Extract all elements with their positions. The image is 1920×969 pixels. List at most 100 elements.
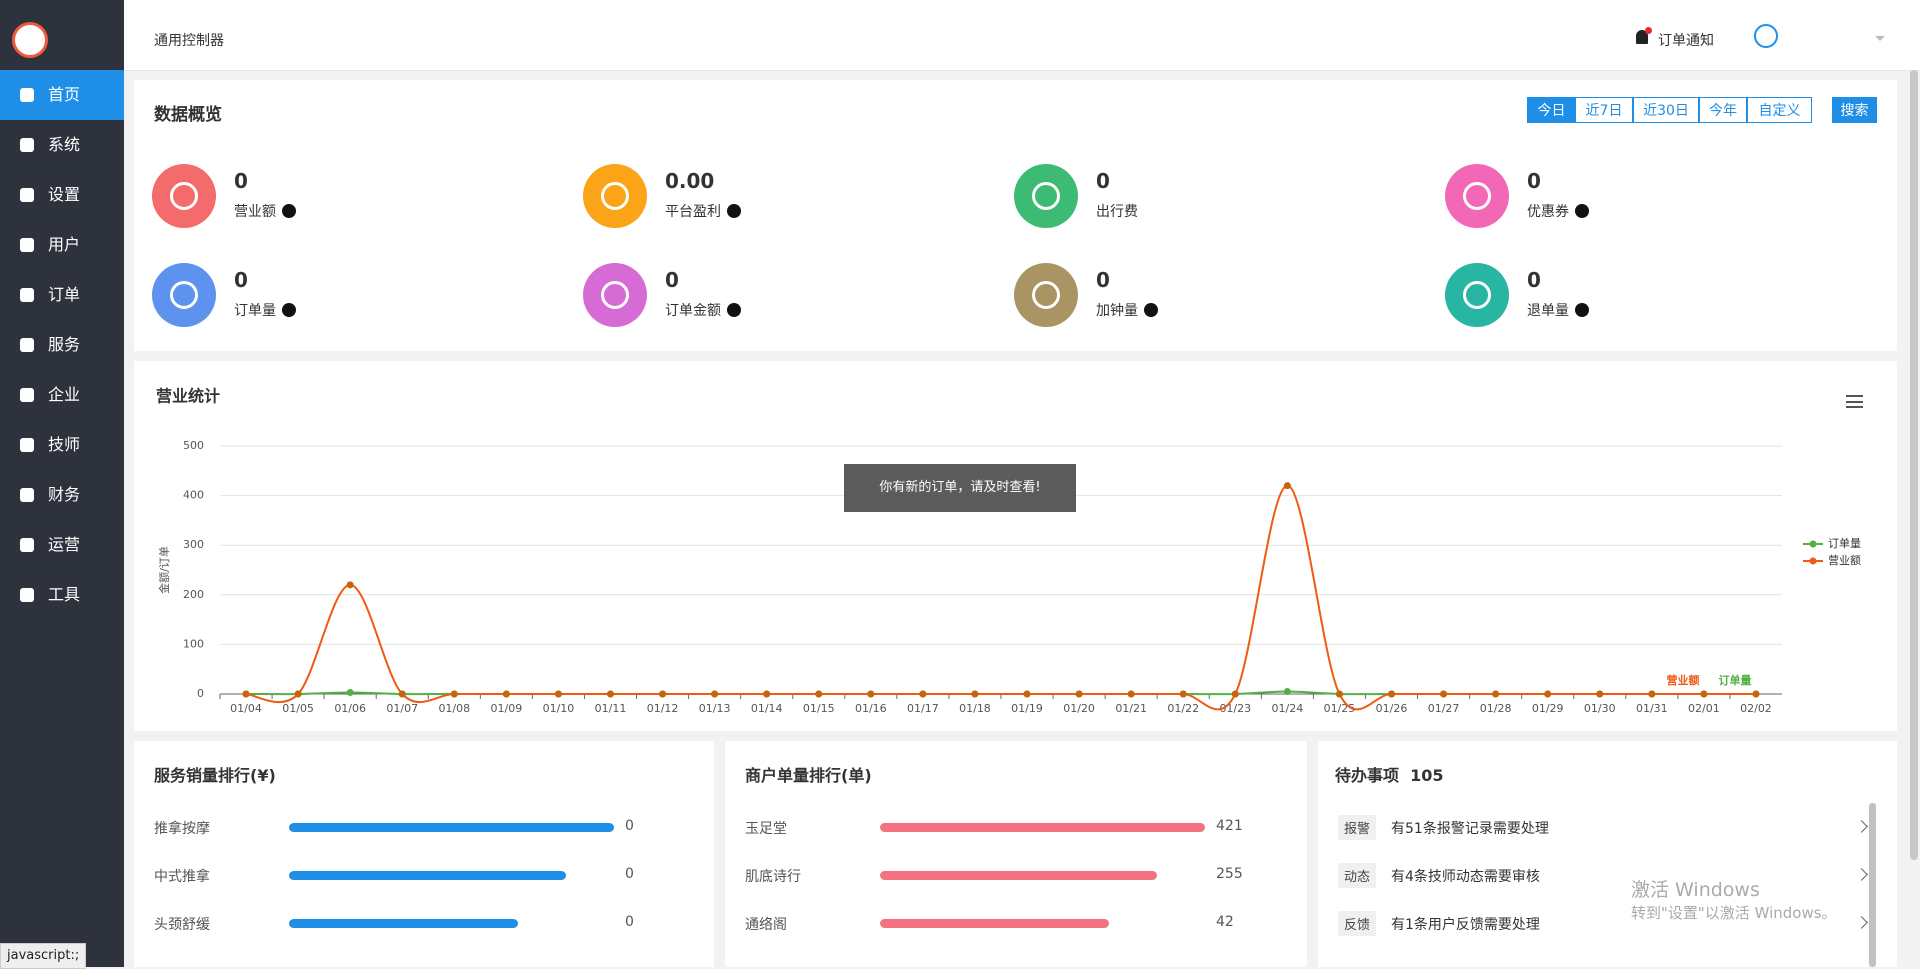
x-tick-label: 02/01 — [1688, 702, 1720, 715]
stat-icon-glyph — [1032, 182, 1060, 210]
todo-text[interactable]: 有4条技师动态需要审核 — [1391, 869, 1540, 885]
stat-label: 平台盈利 — [665, 201, 741, 221]
data-point — [607, 690, 614, 698]
x-tick-label: 01/28 — [1480, 702, 1512, 715]
stat-icon-glyph — [1463, 182, 1491, 210]
rank-title: 服务销量排行(¥) — [154, 766, 276, 785]
user-avatar[interactable] — [1754, 24, 1778, 48]
user-caret[interactable] — [1875, 36, 1885, 46]
todo-arrow[interactable] — [1855, 868, 1868, 881]
rank-name: 玉足堂 — [745, 821, 787, 837]
overview-card: 数据概览 今日 近7日 近30日 今年 自定义 搜索 0 营业额 0.00 平台盈利 0 出行费 0 优惠… — [134, 80, 1897, 351]
data-point — [1388, 690, 1395, 698]
stat-label-text: 订单量 — [234, 303, 276, 319]
header: 通用控制器 订单通知 — [124, 0, 1920, 71]
legend-label: 营业额 — [1828, 553, 1861, 567]
watermark-text: 转到"设置"以激活 Windows。 — [1631, 904, 1837, 922]
data-point — [763, 690, 771, 698]
x-tick-label: 01/08 — [438, 702, 470, 715]
data-point — [1231, 690, 1239, 698]
stat-label-text: 营业额 — [234, 204, 276, 220]
data-point — [450, 690, 458, 698]
notice-link[interactable]: 订单通知 — [1658, 33, 1714, 49]
chart-title: 营业统计 — [156, 387, 220, 406]
range-button[interactable]: 今年 — [1699, 97, 1747, 123]
data-point — [1492, 690, 1500, 698]
stat-icon-glyph — [1032, 281, 1060, 309]
menu-item[interactable]: 订单 — [0, 270, 124, 320]
x-tick-label: 01/18 — [959, 702, 991, 715]
rank-name: 通络阁 — [745, 917, 787, 933]
menu-item[interactable]: 运营 — [0, 520, 124, 570]
search-button[interactable]: 搜索 — [1832, 97, 1877, 123]
menu-item[interactable]: 技师 — [0, 420, 124, 470]
data-point — [1283, 482, 1291, 490]
scrollbar[interactable] — [1869, 803, 1876, 967]
todo-tag: 报警 — [1338, 815, 1377, 840]
menu-item[interactable]: 系统 — [0, 120, 124, 170]
help-icon[interactable] — [282, 204, 296, 218]
stat-icon-glyph — [601, 182, 629, 210]
range-button[interactable]: 今日 — [1527, 97, 1576, 123]
range-button[interactable]: 近30日 — [1633, 97, 1699, 123]
x-tick-label: 01/13 — [699, 702, 731, 715]
stat-value: 0 — [1527, 268, 1541, 292]
series-line — [245, 484, 1756, 711]
help-icon[interactable] — [1575, 204, 1589, 218]
todo-card: 待办事项 105 报警 有51条报警记录需要处理 动态 有4条技师动态需要审核 反馈 有1… — [1318, 741, 1897, 967]
todo-title-text: 待办事项 — [1335, 766, 1400, 785]
todo-text[interactable]: 有51条报警记录需要处理 — [1391, 821, 1549, 837]
range-button[interactable]: 近7日 — [1575, 97, 1633, 123]
page-scrollbar[interactable] — [1910, 70, 1918, 860]
stat-label: 优惠券 — [1527, 201, 1589, 221]
data-point — [398, 690, 406, 698]
help-icon[interactable] — [727, 204, 741, 218]
menu-icon — [20, 538, 34, 552]
bell-icon[interactable] — [1636, 30, 1648, 44]
menu-item[interactable]: 首页 — [0, 70, 124, 120]
menu-item[interactable]: 企业 — [0, 370, 124, 420]
stat-label-text: 平台盈利 — [665, 204, 721, 220]
data-point — [867, 690, 875, 698]
todo-arrow[interactable] — [1855, 916, 1868, 929]
rank-value: 0 — [625, 818, 634, 834]
stat-icon-glyph — [601, 281, 629, 309]
stat-icon — [1014, 164, 1078, 228]
data-point — [815, 690, 823, 698]
logo[interactable] — [12, 22, 48, 58]
stat-value: 0 — [234, 268, 248, 292]
stat-icon — [1445, 263, 1509, 327]
rank-name: 中式推拿 — [154, 869, 210, 885]
stat-value: 0 — [1527, 169, 1541, 193]
menu-icon — [20, 438, 34, 452]
menu-item[interactable]: 设置 — [0, 170, 124, 220]
menu-item[interactable]: 财务 — [0, 470, 124, 520]
stat-icon — [583, 164, 647, 228]
todo-arrow[interactable] — [1855, 820, 1868, 833]
help-icon[interactable] — [1144, 303, 1158, 317]
rank-bar — [289, 871, 566, 880]
data-point — [1023, 690, 1031, 698]
help-icon[interactable] — [1575, 303, 1589, 317]
menu-item[interactable]: 工具 — [0, 570, 124, 620]
page-title: 通用控制器 — [154, 33, 224, 49]
menu-icon — [20, 388, 34, 402]
x-tick-label: 01/30 — [1584, 702, 1616, 715]
stat-label: 出行费 — [1096, 201, 1138, 221]
data-point — [1752, 690, 1760, 698]
range-button[interactable]: 自定义 — [1747, 97, 1812, 123]
menu-item[interactable]: 服务 — [0, 320, 124, 370]
help-icon[interactable] — [282, 303, 296, 317]
todo-text[interactable]: 有1条用户反馈需要处理 — [1391, 917, 1540, 933]
menu-item[interactable]: 用户 — [0, 220, 124, 270]
chart-menu[interactable] — [1846, 395, 1863, 408]
y-tick-label: 100 — [183, 637, 204, 650]
help-icon[interactable] — [727, 303, 741, 317]
x-tick-label: 01/17 — [907, 702, 939, 715]
stat-icon — [152, 263, 216, 327]
stat-value: 0 — [1096, 268, 1110, 292]
data-point — [1700, 690, 1708, 698]
stat-icon — [1014, 263, 1078, 327]
stat-value: 0 — [665, 268, 679, 292]
